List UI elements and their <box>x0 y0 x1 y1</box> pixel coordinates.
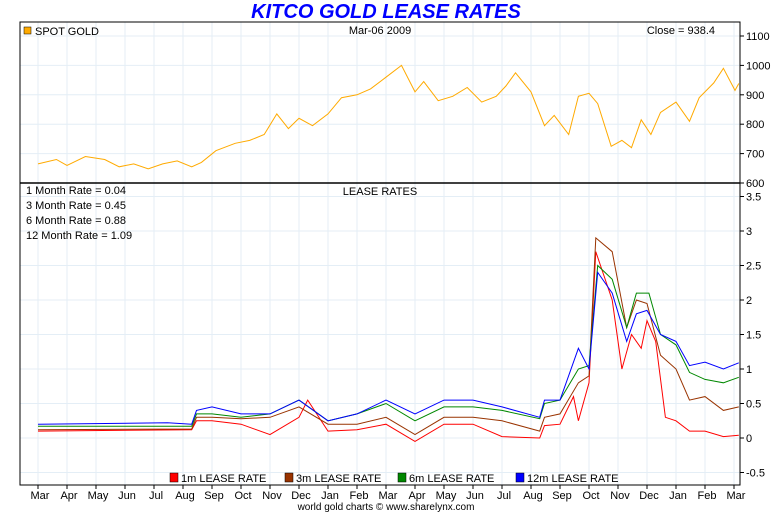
gold-legend-label: SPOT GOLD <box>35 26 99 38</box>
lease-y-tick-label: 1.5 <box>746 330 761 342</box>
x-tick-label: May <box>88 490 109 502</box>
lease-title: LEASE RATES <box>343 186 417 198</box>
x-tick-label: Oct <box>582 490 599 502</box>
lease-y-tick-label: 0.5 <box>746 399 761 411</box>
x-tick-label: Apr <box>60 490 77 502</box>
lease-line-3m <box>37 236 739 436</box>
gold-y-tick-label: 600 <box>746 178 764 190</box>
gold-y-tick-label: 1100 <box>746 31 770 43</box>
gold-y-tick-label: 700 <box>746 149 764 161</box>
close-label: Close = 938.4 <box>647 25 715 37</box>
x-tick-label: Sep <box>552 490 572 502</box>
lease-y-tick-label: 2 <box>746 295 752 307</box>
gold-price-line <box>37 64 740 170</box>
legend-label: 12m LEASE RATE <box>527 473 619 485</box>
chart-title: KITCO GOLD LEASE RATES <box>251 1 521 23</box>
gold-y-tick-label: 900 <box>746 90 764 102</box>
lease-y-tick-label: 3 <box>746 226 752 238</box>
gold-y-tick-label: 800 <box>746 119 764 131</box>
lease-y-tick-label: -0.5 <box>746 468 765 480</box>
legend-swatch <box>515 472 525 483</box>
rate-readout: 3 Month Rate = 0.45 <box>26 200 126 212</box>
x-tick-label: Feb <box>698 490 717 502</box>
rate-readout: 1 Month Rate = 0.04 <box>26 185 126 197</box>
x-tick-label: Feb <box>350 490 369 502</box>
x-tick-label: May <box>436 490 457 502</box>
legend-label: 6m LEASE RATE <box>409 473 494 485</box>
x-tick-label: Dec <box>639 490 659 502</box>
x-tick-label: Jun <box>118 490 136 502</box>
x-tick-label: Oct <box>234 490 251 502</box>
lease-y-tick-label: 0 <box>746 433 752 445</box>
plot-frame <box>19 21 741 486</box>
x-tick-label: Mar <box>379 490 398 502</box>
legend-swatch <box>397 472 407 483</box>
legend-swatch <box>169 472 179 483</box>
legend-label: 3m LEASE RATE <box>296 473 381 485</box>
date-label: Mar-06 2009 <box>349 25 411 37</box>
x-tick-label: Aug <box>523 490 543 502</box>
gold-y-tick-label: 1000 <box>746 60 770 72</box>
gold-legend-swatch <box>23 26 32 35</box>
lease-y-tick-label: 1 <box>746 364 752 376</box>
lease-line-1m <box>37 251 739 442</box>
x-tick-label: Jan <box>669 490 687 502</box>
x-tick-label: Jul <box>497 490 511 502</box>
rate-readout: 12 Month Rate = 1.09 <box>26 230 132 242</box>
x-tick-label: Jun <box>466 490 484 502</box>
rate-readout: 6 Month Rate = 0.88 <box>26 215 126 227</box>
x-tick-label: Jul <box>149 490 163 502</box>
lease-line-6m <box>38 264 739 427</box>
x-tick-label: Mar <box>31 490 50 502</box>
x-tick-label: Mar <box>727 490 746 502</box>
legend-swatch <box>284 472 294 483</box>
x-tick-label: Apr <box>408 490 425 502</box>
x-tick-label: Jan <box>321 490 339 502</box>
x-tick-label: Sep <box>204 490 224 502</box>
lease-y-tick-label: 3.5 <box>746 192 761 204</box>
lease-y-tick-label: 2.5 <box>746 261 761 273</box>
x-tick-label: Dec <box>291 490 311 502</box>
x-tick-label: Nov <box>610 490 630 502</box>
lease-line-12m <box>37 270 739 425</box>
footer-credit: world gold charts © www.sharelynx.com <box>297 502 475 513</box>
x-tick-label: Nov <box>262 490 282 502</box>
legend-label: 1m LEASE RATE <box>181 473 266 485</box>
x-tick-label: Aug <box>175 490 195 502</box>
